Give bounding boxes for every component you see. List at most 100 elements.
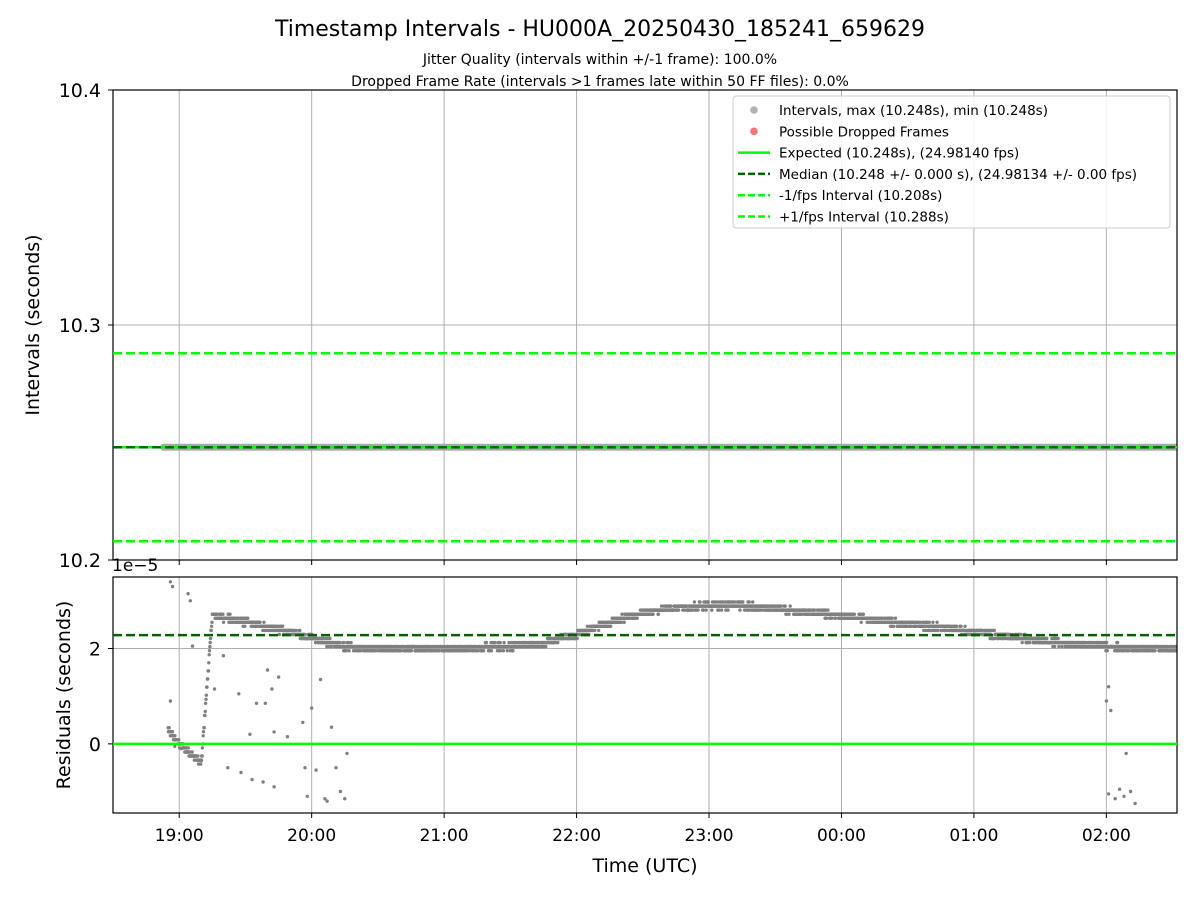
residual-outlier bbox=[263, 701, 267, 705]
residual-point bbox=[501, 649, 506, 653]
intervals-reference-lines bbox=[113, 351, 1177, 543]
residual-point bbox=[714, 600, 718, 604]
residual-point bbox=[489, 649, 494, 653]
residual-point bbox=[751, 600, 755, 604]
residuals-panel: 02 19:00 20:00 21:00 22:00 23:00 00:00 01:00 02… bbox=[53, 556, 1178, 877]
residual-point bbox=[344, 649, 348, 653]
residual-point bbox=[209, 628, 213, 633]
residual-point bbox=[783, 604, 787, 608]
residual-point bbox=[738, 608, 742, 612]
residual-point bbox=[620, 612, 624, 616]
residual-point bbox=[927, 620, 931, 624]
residual-point bbox=[880, 616, 884, 620]
residuals-y-ticks: 02 bbox=[89, 639, 113, 756]
residual-outlier bbox=[168, 580, 173, 584]
residual-point bbox=[717, 608, 721, 612]
residual-point bbox=[656, 612, 661, 616]
x-tick-label: 00:00 bbox=[817, 826, 866, 846]
y-tick-label: 0 bbox=[89, 734, 101, 756]
residual-point bbox=[177, 738, 181, 742]
residual-outlier bbox=[329, 725, 334, 729]
residual-outlier bbox=[318, 677, 323, 682]
chart-subtitle-dropped: Dropped Frame Rate (intervals >1 frames … bbox=[351, 74, 849, 90]
residual-point bbox=[208, 644, 212, 649]
interval-point bbox=[1177, 444, 1184, 451]
residual-point bbox=[826, 608, 830, 612]
residual-point bbox=[200, 754, 204, 758]
residual-outlier bbox=[168, 699, 173, 703]
residual-outlier bbox=[314, 768, 318, 772]
chart-subtitle-jitter: Jitter Quality (intervals within +/-1 fr… bbox=[422, 52, 777, 68]
residual-outlier bbox=[1104, 699, 1109, 703]
residual-outlier bbox=[199, 758, 203, 763]
residual-point bbox=[207, 653, 211, 657]
residual-outlier bbox=[188, 599, 192, 603]
residual-point bbox=[205, 685, 209, 689]
residual-point bbox=[203, 701, 208, 705]
x-tick-label: 21:00 bbox=[420, 826, 469, 846]
residual-point bbox=[696, 608, 700, 612]
residual-point bbox=[243, 624, 247, 628]
residual-point bbox=[202, 726, 206, 730]
residual-point bbox=[208, 636, 213, 641]
residual-point bbox=[484, 640, 489, 645]
residual-point bbox=[328, 636, 332, 641]
residual-point bbox=[622, 620, 626, 624]
residual-outlier bbox=[305, 794, 309, 798]
residual-point bbox=[498, 649, 503, 653]
residual-outlier bbox=[270, 687, 274, 691]
legend-label: Median (10.248 +/- 0.000 s), (24.98134 +… bbox=[779, 167, 1137, 183]
residual-point bbox=[701, 608, 705, 612]
residual-point bbox=[210, 620, 214, 624]
residual-point bbox=[733, 600, 737, 604]
residual-point bbox=[196, 754, 200, 758]
x-tick-label: 23:00 bbox=[685, 826, 734, 846]
intervals-y-ticks: 10.2 10.3 10.4 bbox=[59, 80, 113, 572]
residual-outlier bbox=[1133, 801, 1137, 806]
residual-point bbox=[931, 620, 935, 624]
residual-point bbox=[800, 612, 804, 616]
residual-point bbox=[208, 640, 212, 645]
residual-point bbox=[347, 640, 351, 645]
residual-point bbox=[326, 644, 330, 649]
residual-outlier bbox=[254, 701, 259, 705]
residual-outlier bbox=[212, 687, 217, 691]
residual-point bbox=[1126, 649, 1131, 653]
residual-point bbox=[833, 616, 838, 620]
chart-title: Timestamp Intervals - HU000A_20250430_18… bbox=[274, 17, 925, 42]
residuals-y-axis-label: Residuals (seconds) bbox=[53, 601, 75, 790]
x-tick-label: 20:00 bbox=[287, 826, 336, 846]
residual-point bbox=[206, 669, 211, 673]
x-tick-label: 19:00 bbox=[155, 826, 204, 846]
residuals-reference-lines bbox=[113, 633, 1177, 746]
residual-point bbox=[980, 628, 984, 633]
residual-point bbox=[329, 644, 334, 649]
residual-point bbox=[507, 640, 511, 645]
legend-label: Expected (10.248s), (24.98140 fps) bbox=[779, 146, 1019, 162]
residual-point bbox=[585, 624, 590, 628]
residual-point bbox=[1056, 636, 1060, 641]
residuals-points bbox=[166, 580, 1177, 806]
residual-point bbox=[556, 640, 560, 645]
legend-label: +1/fps Interval (10.288s) bbox=[779, 210, 949, 226]
residual-point bbox=[742, 608, 747, 612]
residual-point bbox=[1054, 636, 1058, 641]
residual-point bbox=[682, 608, 687, 612]
residual-outlier bbox=[170, 584, 175, 589]
residual-point bbox=[760, 608, 764, 612]
residual-point bbox=[221, 620, 226, 624]
residual-point bbox=[698, 600, 702, 604]
residual-point bbox=[619, 620, 623, 624]
residual-point bbox=[741, 600, 745, 604]
residual-point bbox=[338, 640, 342, 645]
residual-point bbox=[209, 624, 214, 628]
residual-point bbox=[1153, 649, 1157, 653]
residual-point bbox=[207, 649, 212, 653]
chart-legend: Intervals, max (10.248s), min (10.248s) P… bbox=[732, 95, 1171, 229]
residual-outlier bbox=[334, 766, 338, 770]
residual-point bbox=[221, 612, 225, 616]
residual-point bbox=[190, 750, 194, 754]
residual-point bbox=[928, 628, 932, 633]
residual-point bbox=[651, 612, 655, 616]
